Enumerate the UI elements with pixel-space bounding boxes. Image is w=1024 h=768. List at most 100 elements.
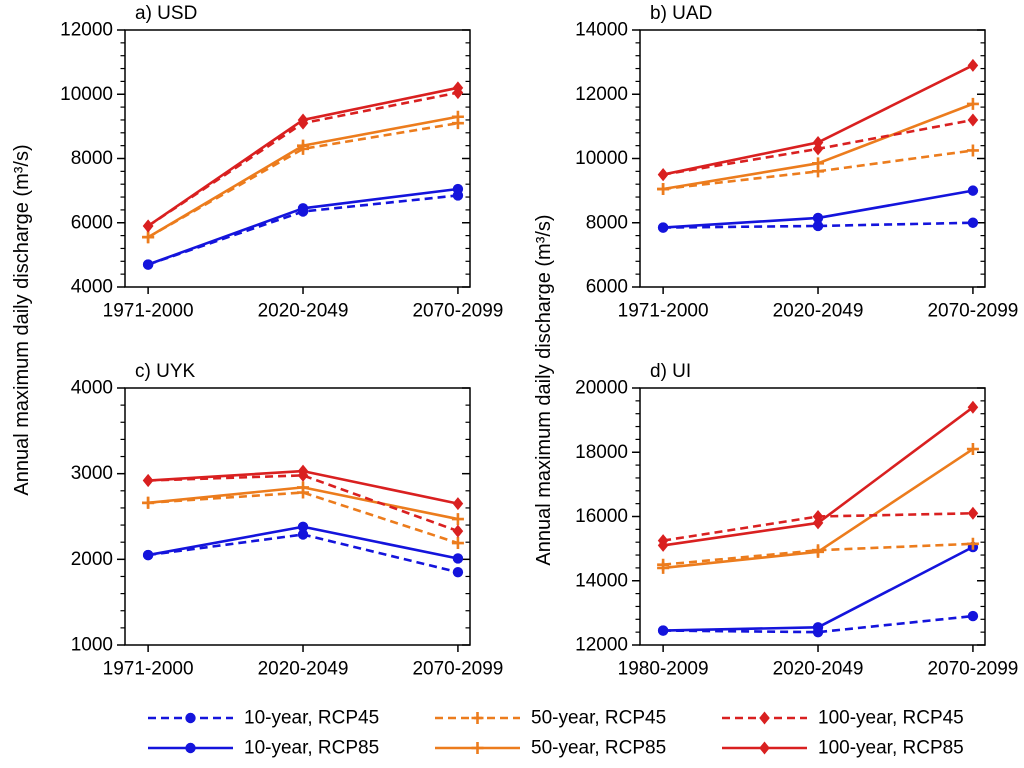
legend-label: 10-year, RCP85 <box>244 738 379 759</box>
marker-circle <box>142 259 154 270</box>
y-axis-label-left: Annual maximum daily discharge (m³/s) <box>11 144 33 495</box>
marker-diamond <box>967 506 979 520</box>
marker-diamond <box>967 113 979 127</box>
y-tick-label: 8000 <box>71 148 113 169</box>
marker-diamond <box>297 113 309 127</box>
marker-diamond <box>452 497 464 511</box>
panel-title: a) USD <box>135 3 197 24</box>
marker-circle <box>657 625 669 636</box>
marker-plus <box>966 537 979 550</box>
plot-box <box>639 387 986 646</box>
y-tick-label: 20000 <box>575 378 628 399</box>
marker-diamond <box>759 711 770 725</box>
x-tick-label: 1971-2000 <box>103 659 194 680</box>
marker-diamond <box>657 168 669 182</box>
x-tick-label: 2020-2049 <box>773 301 864 322</box>
legend-label: 50-year, RCP85 <box>531 738 666 759</box>
plot-box <box>124 387 471 646</box>
marker-circle <box>967 185 979 196</box>
y-tick-label: 2000 <box>71 549 113 570</box>
x-tick-label: 2020-2049 <box>258 301 349 322</box>
x-tick-label: 2070-2099 <box>412 659 503 680</box>
marker-diamond <box>297 464 309 478</box>
legend-item: 50-year, RCP85 <box>435 738 666 759</box>
marker-plus <box>451 513 464 526</box>
marker-diamond <box>967 58 979 72</box>
marker-plus <box>142 231 155 244</box>
marker-circle <box>812 622 824 633</box>
panel-title: c) UYK <box>135 361 196 382</box>
marker-plus <box>966 443 979 456</box>
legend-item: 100-year, RCP85 <box>722 738 964 759</box>
y-axis-label-right: Annual maximum daily discharge (m³/s) <box>533 214 555 565</box>
legend-label: 10-year, RCP45 <box>244 708 379 729</box>
marker-plus <box>657 183 670 196</box>
panel-a: a) USD 4000 6000 8000 10000 12000 1971-2000 202… <box>60 3 503 322</box>
x-tick-label: 2020-2049 <box>773 659 864 680</box>
y-tick-label: 4000 <box>71 378 113 399</box>
x-tick-label: 2070-2099 <box>412 301 503 322</box>
panel-title: b) UAD <box>650 3 712 24</box>
series-line <box>662 149 974 191</box>
marker-circle <box>452 183 464 195</box>
marker-diamond <box>759 741 770 755</box>
series-line <box>147 187 459 266</box>
marker-circle <box>812 212 824 224</box>
panel-d: d) UI 12000 14000 16000 18000 20000 1980-2009 2… <box>575 361 1018 680</box>
legend: 10-year, RCP45 50-year, RCP45 100-year, RC… <box>148 708 964 759</box>
y-tick-label: 18000 <box>575 442 628 463</box>
y-tick-label: 16000 <box>575 506 628 527</box>
marker-diamond <box>812 135 824 149</box>
legend-label: 50-year, RCP45 <box>531 708 666 729</box>
marker-circle <box>142 549 154 561</box>
series-line <box>148 474 459 533</box>
plot-box <box>124 29 471 288</box>
x-tick-label: 2070-2099 <box>927 659 1018 680</box>
marker-plus <box>966 97 979 110</box>
plot-box <box>639 29 986 288</box>
x-tick-label: 1971-2000 <box>618 301 709 322</box>
marker-plus <box>142 496 155 509</box>
marker-circle <box>452 553 464 564</box>
x-tick-label: 1980-2009 <box>618 659 709 680</box>
marker-diamond <box>812 516 824 530</box>
marker-plus <box>297 139 310 152</box>
legend-item: 50-year, RCP45 <box>435 708 666 729</box>
series-line <box>148 491 459 545</box>
marker-diamond <box>142 219 154 233</box>
marker-diamond <box>452 524 464 538</box>
marker-circle <box>657 222 669 233</box>
marker-diamond <box>657 538 669 552</box>
x-tick-label: 2070-2099 <box>927 301 1018 322</box>
y-tick-label: 12000 <box>60 20 113 41</box>
marker-circle <box>185 712 196 724</box>
marker-circle <box>297 203 309 214</box>
marker-circle <box>297 521 309 532</box>
x-tick-label: 1971-2000 <box>103 301 194 322</box>
marker-plus <box>657 561 670 574</box>
panel-b: b) UAD 6000 8000 10000 12000 14000 1971-2000 20… <box>575 3 1018 322</box>
marker-plus <box>471 712 484 724</box>
marker-circle <box>185 742 196 754</box>
marker-circle <box>452 566 464 578</box>
y-tick-label: 3000 <box>71 463 113 484</box>
marker-diamond <box>142 474 154 488</box>
marker-circle <box>297 529 309 540</box>
legend-item: 10-year, RCP45 <box>148 708 379 729</box>
marker-plus <box>966 144 979 157</box>
y-tick-label: 14000 <box>575 20 628 41</box>
y-tick-label: 8000 <box>586 212 628 233</box>
legend-item: 10-year, RCP85 <box>148 738 379 759</box>
legend-label: 100-year, RCP45 <box>818 708 964 729</box>
marker-circle <box>967 217 979 228</box>
marker-plus <box>451 537 464 550</box>
y-tick-label: 6000 <box>586 277 628 298</box>
y-tick-label: 14000 <box>575 570 628 591</box>
y-tick-label: 4000 <box>71 277 113 298</box>
y-tick-label: 12000 <box>575 84 628 105</box>
y-tick-label: 12000 <box>575 635 628 656</box>
y-tick-label: 1000 <box>71 635 113 656</box>
marker-plus <box>812 545 825 558</box>
y-tick-label: 10000 <box>575 148 628 169</box>
